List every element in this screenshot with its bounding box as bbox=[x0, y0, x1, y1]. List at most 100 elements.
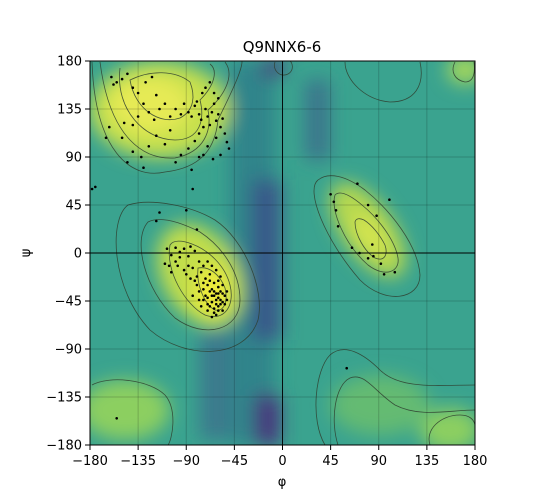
data-point bbox=[219, 298, 222, 302]
y-tick-label: 90 bbox=[65, 151, 82, 166]
data-point bbox=[223, 302, 227, 306]
plot-area bbox=[90, 61, 475, 445]
y-axis-label: ψ bbox=[19, 249, 34, 258]
data-point bbox=[366, 203, 370, 207]
data-point bbox=[372, 254, 375, 258]
contour-line bbox=[273, 61, 293, 76]
contour-line bbox=[344, 61, 422, 103]
data-point bbox=[94, 185, 97, 189]
data-point bbox=[142, 166, 145, 169]
data-point bbox=[108, 125, 111, 129]
data-point bbox=[350, 246, 354, 249]
x-tick-label: −45 bbox=[221, 454, 248, 469]
data-point bbox=[197, 155, 201, 159]
x-tick-label: 180 bbox=[463, 454, 488, 469]
data-point bbox=[182, 268, 186, 272]
data-point bbox=[199, 305, 203, 308]
data-point bbox=[189, 277, 192, 280]
data-point bbox=[131, 86, 135, 89]
data-point bbox=[136, 91, 140, 95]
data-point bbox=[208, 273, 212, 276]
y-tick-label: 135 bbox=[57, 103, 82, 118]
data-point bbox=[126, 161, 129, 164]
data-point bbox=[214, 268, 218, 272]
data-point bbox=[195, 283, 199, 287]
data-point bbox=[223, 294, 227, 298]
data-point bbox=[189, 245, 192, 248]
axes: −180 −135 −90 −45 0 45 90 135 180 −180 −135 −90 −45 0… bbox=[46, 55, 487, 470]
y-tick-label: −135 bbox=[46, 391, 82, 406]
data-point bbox=[345, 366, 349, 370]
data-point bbox=[221, 292, 224, 295]
high-density-region bbox=[420, 408, 475, 445]
data-point bbox=[168, 129, 172, 132]
data-point bbox=[178, 250, 182, 254]
data-point bbox=[212, 91, 216, 95]
contour-line bbox=[119, 63, 215, 141]
data-point bbox=[388, 198, 391, 201]
data-point bbox=[223, 132, 227, 135]
data-point bbox=[210, 288, 214, 291]
data-point bbox=[120, 136, 124, 140]
data-point bbox=[120, 77, 124, 81]
data-point bbox=[217, 97, 220, 100]
contour-line bbox=[99, 61, 230, 159]
x-tick-label: 135 bbox=[414, 454, 439, 469]
data-point bbox=[212, 294, 216, 298]
data-point bbox=[147, 110, 151, 114]
low-density-band bbox=[252, 180, 282, 340]
data-point bbox=[187, 264, 190, 268]
x-tick-label: 0 bbox=[278, 454, 286, 469]
data-point bbox=[221, 300, 224, 304]
data-point bbox=[212, 102, 216, 105]
data-point bbox=[219, 302, 222, 306]
high-density-region bbox=[447, 61, 475, 84]
contour-lines bbox=[91, 61, 475, 445]
data-point bbox=[214, 119, 218, 122]
data-point bbox=[126, 72, 129, 76]
data-point bbox=[202, 125, 205, 129]
data-point bbox=[165, 247, 169, 250]
data-point bbox=[382, 273, 386, 276]
data-point bbox=[225, 140, 229, 144]
data-point bbox=[204, 294, 207, 298]
data-point bbox=[219, 275, 222, 278]
data-point bbox=[197, 298, 201, 302]
data-point bbox=[208, 290, 212, 293]
data-point bbox=[217, 305, 220, 308]
data-point bbox=[225, 298, 229, 302]
high-density-region bbox=[90, 380, 170, 440]
data-point bbox=[170, 270, 173, 274]
data-point bbox=[174, 107, 177, 111]
data-point bbox=[217, 285, 220, 289]
data-point bbox=[210, 315, 214, 319]
data-point bbox=[195, 275, 199, 278]
contour-line bbox=[140, 219, 241, 331]
data-point bbox=[174, 161, 177, 164]
data-point bbox=[366, 257, 370, 260]
data-point bbox=[185, 273, 188, 276]
data-point bbox=[140, 155, 143, 159]
data-point bbox=[393, 270, 397, 274]
data-point bbox=[206, 296, 209, 300]
data-point bbox=[155, 134, 158, 137]
low-density-band bbox=[255, 395, 280, 445]
data-point bbox=[170, 253, 173, 257]
y-tick-label: −90 bbox=[55, 343, 82, 358]
low-density-band bbox=[262, 61, 284, 76]
data-point bbox=[221, 309, 224, 312]
data-point bbox=[202, 153, 205, 157]
data-point bbox=[214, 302, 218, 306]
high-density-region bbox=[110, 77, 190, 133]
data-point bbox=[211, 157, 215, 161]
contour-line bbox=[333, 192, 399, 273]
data-point bbox=[197, 260, 201, 263]
data-point bbox=[136, 115, 140, 118]
data-point bbox=[163, 262, 167, 266]
data-point bbox=[225, 290, 229, 293]
data-point bbox=[206, 309, 209, 312]
data-point bbox=[208, 123, 212, 127]
data-point bbox=[219, 153, 222, 157]
data-point bbox=[358, 251, 361, 255]
contour-line bbox=[452, 61, 475, 83]
